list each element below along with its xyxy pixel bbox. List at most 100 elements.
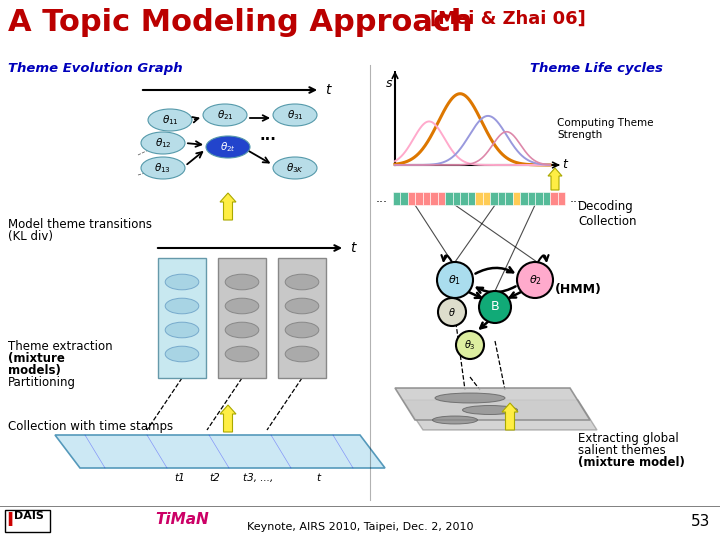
Polygon shape xyxy=(403,400,597,430)
Text: $\theta_{3K}$: $\theta_{3K}$ xyxy=(286,161,304,175)
Text: $\theta_3$: $\theta_3$ xyxy=(464,338,476,352)
Text: t: t xyxy=(350,241,356,255)
Text: B: B xyxy=(491,300,499,314)
Text: TiMaN: TiMaN xyxy=(155,512,209,527)
Ellipse shape xyxy=(435,393,505,403)
Text: Computing Theme
Strength: Computing Theme Strength xyxy=(557,118,654,140)
Bar xyxy=(475,192,482,205)
Text: ...: ... xyxy=(376,192,388,205)
Bar xyxy=(482,192,490,205)
Text: $\theta_{13}$: $\theta_{13}$ xyxy=(155,161,171,175)
Bar xyxy=(438,192,446,205)
Bar xyxy=(278,258,326,378)
Text: Collection with time stamps: Collection with time stamps xyxy=(8,420,173,433)
Text: (mixture model): (mixture model) xyxy=(578,456,685,469)
Ellipse shape xyxy=(225,298,258,314)
Text: t: t xyxy=(316,473,320,483)
Circle shape xyxy=(479,291,511,323)
Bar xyxy=(535,192,543,205)
Text: 53: 53 xyxy=(690,514,710,529)
Text: Theme Life cycles: Theme Life cycles xyxy=(530,62,663,75)
Ellipse shape xyxy=(225,274,258,290)
Text: Decoding
Collection: Decoding Collection xyxy=(578,200,636,228)
Text: $\theta_{12}$: $\theta_{12}$ xyxy=(155,136,171,150)
FancyArrow shape xyxy=(548,168,562,190)
Text: (KL div): (KL div) xyxy=(8,230,53,243)
Bar xyxy=(460,192,468,205)
Ellipse shape xyxy=(285,274,319,290)
Bar xyxy=(557,192,565,205)
Ellipse shape xyxy=(273,104,317,126)
Ellipse shape xyxy=(141,157,185,179)
Ellipse shape xyxy=(165,346,199,362)
Bar xyxy=(5,510,50,532)
FancyArrow shape xyxy=(502,403,518,430)
Ellipse shape xyxy=(273,157,317,179)
Text: ...: ... xyxy=(570,192,582,205)
Text: models): models) xyxy=(8,364,61,377)
Circle shape xyxy=(438,298,466,326)
Text: (mixture: (mixture xyxy=(8,352,65,365)
Circle shape xyxy=(517,262,553,298)
Bar xyxy=(550,192,557,205)
Bar xyxy=(408,192,415,205)
Text: Theme extraction: Theme extraction xyxy=(8,340,112,353)
Bar xyxy=(423,192,431,205)
Text: t2: t2 xyxy=(210,473,220,483)
Text: t3, ...,: t3, ..., xyxy=(243,473,273,483)
Text: $\theta_2$: $\theta_2$ xyxy=(528,273,541,287)
Bar xyxy=(490,192,498,205)
Text: t1: t1 xyxy=(175,473,185,483)
Text: $\theta_{2t}$: $\theta_{2t}$ xyxy=(220,140,236,154)
Bar xyxy=(393,192,400,205)
Bar xyxy=(543,192,550,205)
Bar xyxy=(431,192,438,205)
Text: Model theme transitions: Model theme transitions xyxy=(8,218,152,231)
Text: DAIS: DAIS xyxy=(14,511,44,521)
Bar xyxy=(505,192,513,205)
Ellipse shape xyxy=(285,298,319,314)
Bar xyxy=(513,192,520,205)
Bar xyxy=(400,192,408,205)
Text: $\theta_{31}$: $\theta_{31}$ xyxy=(287,108,303,122)
Text: salient themes: salient themes xyxy=(578,444,666,457)
Ellipse shape xyxy=(285,346,319,362)
Text: A Topic Modeling Approach: A Topic Modeling Approach xyxy=(8,8,472,37)
Ellipse shape xyxy=(225,322,258,338)
Ellipse shape xyxy=(206,136,250,158)
Bar xyxy=(415,192,423,205)
Bar xyxy=(498,192,505,205)
Text: I: I xyxy=(6,511,13,530)
Ellipse shape xyxy=(165,322,199,338)
Bar xyxy=(218,258,266,378)
Text: $\theta$: $\theta$ xyxy=(448,306,456,318)
Text: Theme Evolution Graph: Theme Evolution Graph xyxy=(8,62,183,75)
Ellipse shape xyxy=(225,346,258,362)
Bar xyxy=(446,192,453,205)
Polygon shape xyxy=(395,388,590,420)
Ellipse shape xyxy=(141,132,185,154)
Text: s: s xyxy=(386,77,392,90)
Ellipse shape xyxy=(203,104,247,126)
Text: Partitioning: Partitioning xyxy=(8,376,76,389)
Ellipse shape xyxy=(285,322,319,338)
FancyArrow shape xyxy=(220,405,236,432)
Circle shape xyxy=(437,262,473,298)
Ellipse shape xyxy=(148,109,192,131)
Circle shape xyxy=(456,331,484,359)
Ellipse shape xyxy=(165,298,199,314)
Text: (HMM): (HMM) xyxy=(555,284,602,296)
Bar xyxy=(158,258,206,378)
Ellipse shape xyxy=(165,274,199,290)
Bar xyxy=(520,192,528,205)
Bar xyxy=(468,192,475,205)
Text: t: t xyxy=(325,83,330,97)
Text: Extracting global: Extracting global xyxy=(578,432,679,445)
Ellipse shape xyxy=(433,416,477,424)
Text: t: t xyxy=(562,159,567,172)
Text: $\theta_{11}$: $\theta_{11}$ xyxy=(161,113,179,127)
Text: $\theta_{21}$: $\theta_{21}$ xyxy=(217,108,233,122)
FancyArrow shape xyxy=(220,193,236,220)
Bar xyxy=(528,192,535,205)
Text: Keynote, AIRS 2010, Taipei, Dec. 2, 2010: Keynote, AIRS 2010, Taipei, Dec. 2, 2010 xyxy=(247,522,473,532)
